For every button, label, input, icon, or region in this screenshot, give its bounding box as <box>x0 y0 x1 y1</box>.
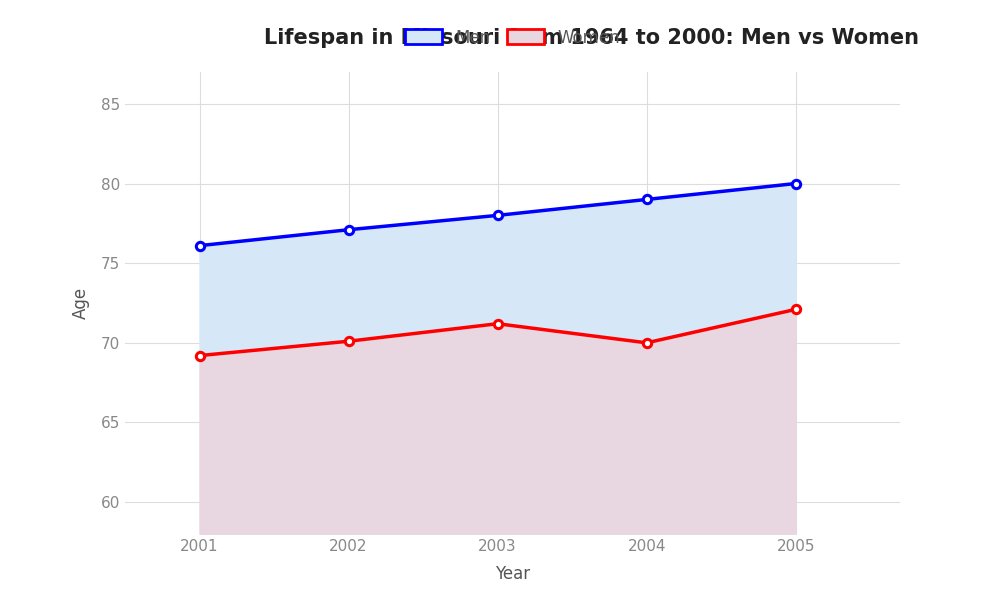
Text: Lifespan in Missouri from 1964 to 2000: Men vs Women: Lifespan in Missouri from 1964 to 2000: … <box>264 28 920 48</box>
X-axis label: Year: Year <box>495 565 530 583</box>
Y-axis label: Age: Age <box>72 287 90 319</box>
Legend: Men, Women: Men, Women <box>397 20 628 55</box>
